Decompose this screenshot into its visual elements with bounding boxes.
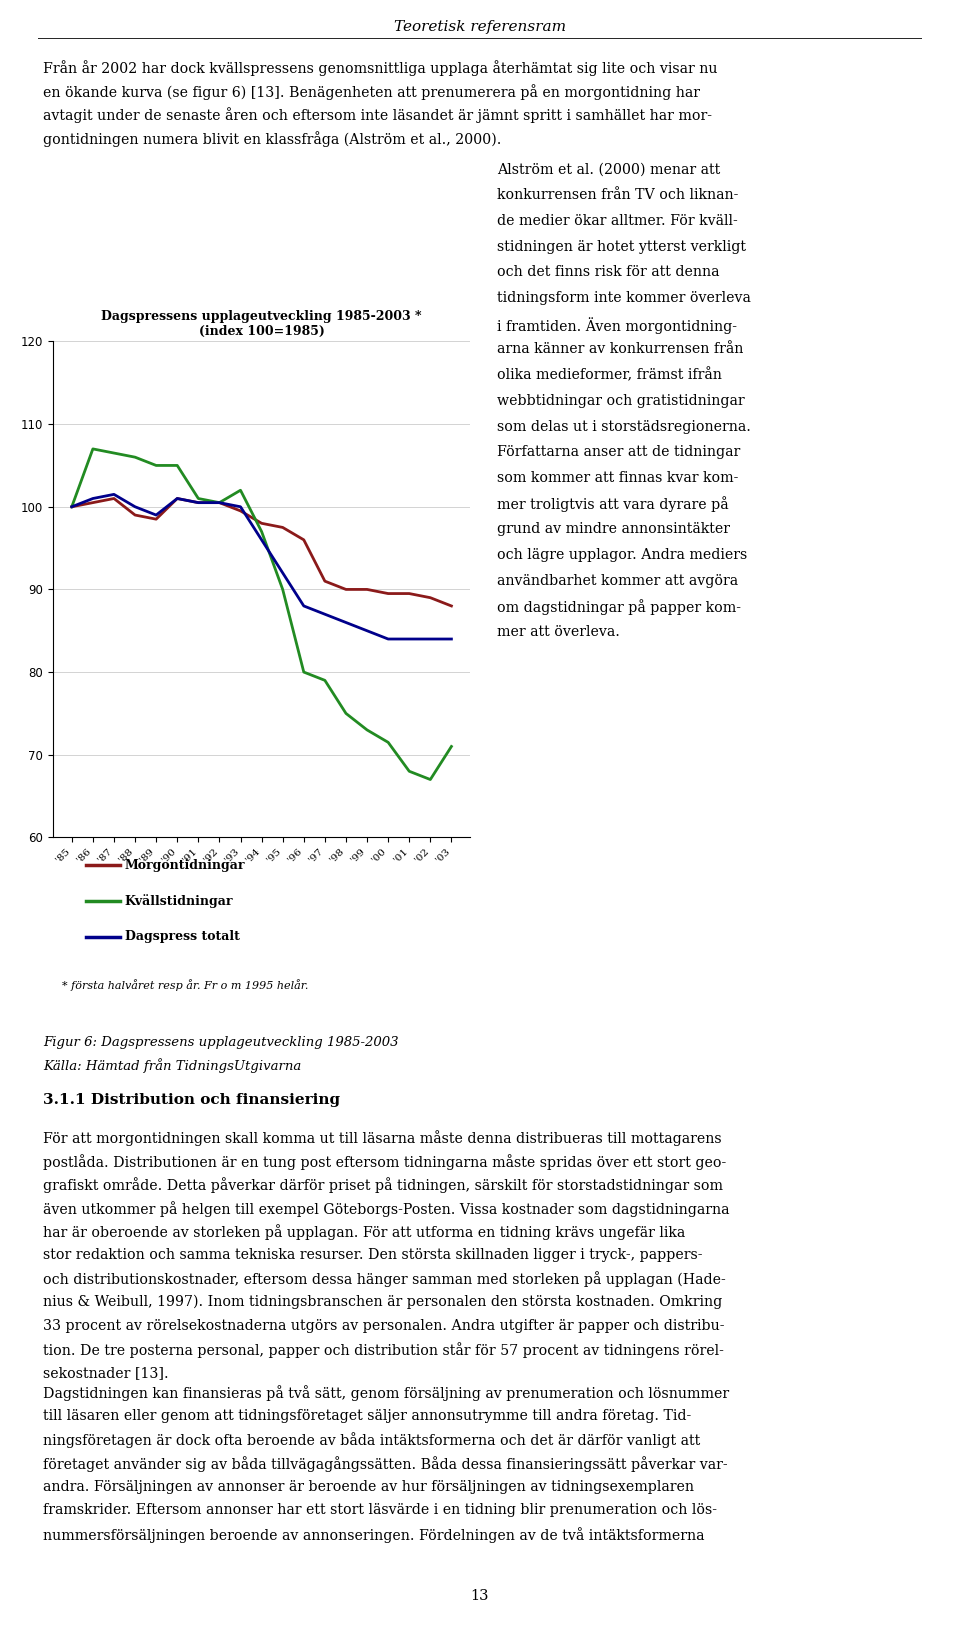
Text: avtagit under de senaste åren och eftersom inte läsandet är jämnt spritt i samhä: avtagit under de senaste åren och efters… [43, 107, 712, 124]
Text: webbtidningar och gratistidningar: webbtidningar och gratistidningar [497, 393, 745, 408]
Text: olika medieformer, främst ifrån: olika medieformer, främst ifrån [497, 367, 722, 382]
Text: Teoretisk referensram: Teoretisk referensram [394, 20, 566, 34]
Text: Från år 2002 har dock kvällspressens genomsnittliga upplaga återhämtat sig lite : Från år 2002 har dock kvällspressens gen… [43, 60, 718, 76]
Text: som delas ut i storstädsregionerna.: som delas ut i storstädsregionerna. [497, 420, 751, 434]
Text: Kvällstidningar: Kvällstidningar [125, 894, 233, 907]
Text: Författarna anser att de tidningar: Författarna anser att de tidningar [497, 446, 740, 459]
Text: och det finns risk för att denna: och det finns risk för att denna [497, 265, 720, 280]
Text: stidningen är hotet ytterst verkligt: stidningen är hotet ytterst verkligt [497, 239, 746, 254]
Text: mer troligtvis att vara dyrare på: mer troligtvis att vara dyrare på [497, 496, 729, 512]
Text: ningsföretagen är dock ofta beroende av båda intäktsformerna och det är därför v: ningsföretagen är dock ofta beroende av … [43, 1433, 701, 1449]
Text: även utkommer på helgen till exempel Göteborgs-Posten. Vissa kostnader som dagst: även utkommer på helgen till exempel Göt… [43, 1200, 730, 1216]
Text: postlåda. Distributionen är en tung post eftersom tidningarna måste spridas över: postlåda. Distributionen är en tung post… [43, 1154, 727, 1169]
Text: Figur 6: Dagspressens upplageutveckling 1985-2003: Figur 6: Dagspressens upplageutveckling … [43, 1036, 398, 1049]
Text: nummersförsäljningen beroende av annonseringen. Fördelningen av de två intäktsfo: nummersförsäljningen beroende av annonse… [43, 1527, 705, 1543]
Text: tidningsform inte kommer överleva: tidningsform inte kommer överleva [497, 291, 751, 306]
Text: 33 procent av rörelsekostnaderna utgörs av personalen. Andra utgifter är papper : 33 procent av rörelsekostnaderna utgörs … [43, 1319, 725, 1333]
Text: de medier ökar alltmer. För kväll-: de medier ökar alltmer. För kväll- [497, 215, 738, 228]
Text: en ökande kurva (se figur 6) [13]. Benägenheten att prenumerera på en morgontidn: en ökande kurva (se figur 6) [13]. Benäg… [43, 83, 700, 99]
Text: grafiskt område. Detta påverkar därför priset på tidningen, särskilt för storsta: grafiskt område. Detta påverkar därför p… [43, 1177, 723, 1193]
Text: grund av mindre annonsintäkter: grund av mindre annonsintäkter [497, 522, 731, 537]
Text: i framtiden. Även morgontidning-: i framtiden. Även morgontidning- [497, 317, 737, 333]
Text: sekostnader [13].: sekostnader [13]. [43, 1366, 169, 1380]
Text: Dagspress totalt: Dagspress totalt [125, 930, 240, 943]
Text: användbarhet kommer att avgöra: användbarhet kommer att avgöra [497, 574, 738, 587]
Text: Alström et al. (2000) menar att: Alström et al. (2000) menar att [497, 163, 721, 177]
Text: arna känner av konkurrensen från: arna känner av konkurrensen från [497, 343, 744, 356]
Text: till läsaren eller genom att tidningsföretaget säljer annonsutrymme till andra f: till läsaren eller genom att tidningsför… [43, 1408, 691, 1423]
Text: mer att överleva.: mer att överleva. [497, 624, 620, 639]
Text: har är oberoende av storleken på upplagan. För att utforma en tidning krävs unge: har är oberoende av storleken på upplaga… [43, 1224, 685, 1241]
Text: nius & Weibull, 1997). Inom tidningsbranschen är personalen den största kostnade: nius & Weibull, 1997). Inom tidningsbran… [43, 1294, 723, 1309]
Text: Källa: Hämtad från TidningsUtgivarna: Källa: Hämtad från TidningsUtgivarna [43, 1059, 301, 1073]
Text: om dagstidningar på papper kom-: om dagstidningar på papper kom- [497, 600, 741, 615]
Text: För att morgontidningen skall komma ut till läsarna måste denna distribueras til: För att morgontidningen skall komma ut t… [43, 1130, 722, 1146]
Text: gontidningen numera blivit en klassfråga (Alström et al., 2000).: gontidningen numera blivit en klassfråga… [43, 132, 501, 146]
Text: framskrider. Eftersom annonser har ett stort läsvärde i en tidning blir prenumer: framskrider. Eftersom annonser har ett s… [43, 1502, 717, 1517]
Text: 13: 13 [470, 1589, 490, 1603]
Text: Dagstidningen kan finansieras på två sätt, genom försäljning av prenumeration oc: Dagstidningen kan finansieras på två sät… [43, 1385, 730, 1402]
Text: företaget använder sig av båda tillvägagångssätten. Båda dessa finansieringssätt: företaget använder sig av båda tillvägag… [43, 1457, 728, 1472]
Text: stor redaktion och samma tekniska resurser. Den största skillnaden ligger i tryc: stor redaktion och samma tekniska resurs… [43, 1249, 703, 1262]
Text: * första halvåret resp år. Fr o m 1995 helår.: * första halvåret resp år. Fr o m 1995 h… [62, 979, 309, 990]
Text: tion. De tre posterna personal, papper och distribution står för 57 procent av t: tion. De tre posterna personal, papper o… [43, 1343, 724, 1358]
Text: som kommer att finnas kvar kom-: som kommer att finnas kvar kom- [497, 472, 738, 485]
Text: konkurrensen från TV och liknan-: konkurrensen från TV och liknan- [497, 189, 738, 202]
Text: och distributionskostnader, eftersom dessa hänger samman med storleken på upplag: och distributionskostnader, eftersom des… [43, 1272, 726, 1288]
Text: andra. Försäljningen av annonser är beroende av hur försäljningen av tidningsexe: andra. Försäljningen av annonser är bero… [43, 1480, 694, 1494]
Text: Morgontidningar: Morgontidningar [125, 859, 246, 872]
Title: Dagspressens upplageutveckling 1985-2003 *
(index 100=1985): Dagspressens upplageutveckling 1985-2003… [102, 309, 421, 338]
Text: 3.1.1 Distribution och finansiering: 3.1.1 Distribution och finansiering [43, 1093, 341, 1107]
Text: och lägre upplagor. Andra mediers: och lägre upplagor. Andra mediers [497, 548, 748, 563]
